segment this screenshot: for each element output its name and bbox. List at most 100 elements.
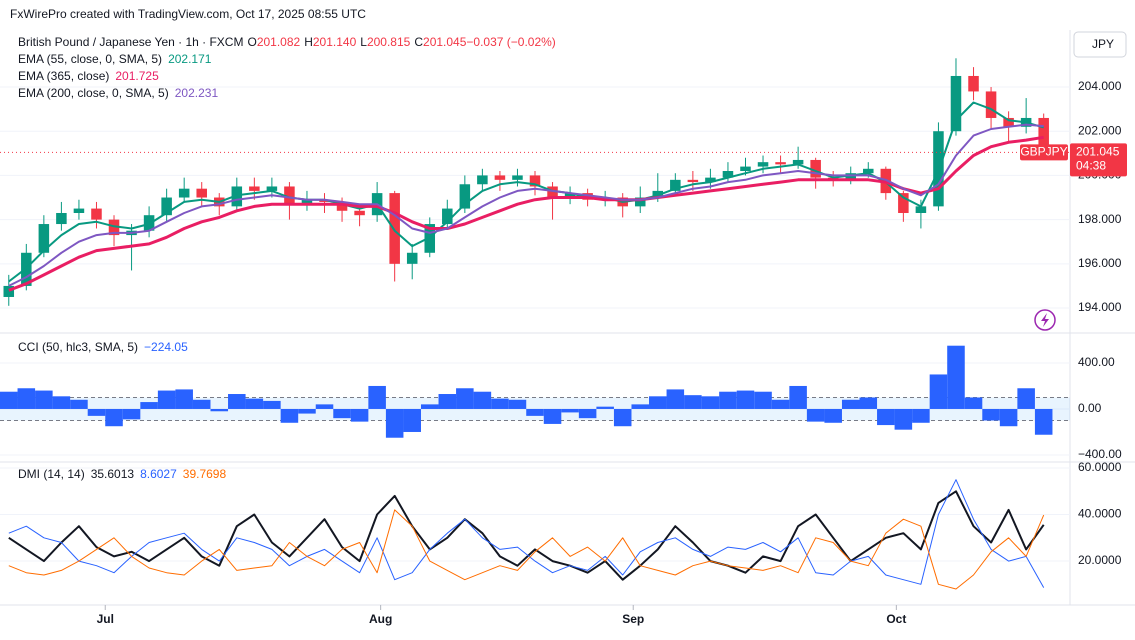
y-tick-label: 20.0000	[1078, 553, 1122, 567]
legend-text: 201.082	[257, 35, 301, 49]
cci-bar	[157, 390, 176, 409]
legend-value: 202.171	[168, 52, 212, 66]
candle-body	[547, 186, 558, 198]
legend-text: H	[304, 35, 313, 49]
cci-bar	[228, 394, 246, 409]
candle-body	[494, 175, 506, 180]
candle-body	[178, 188, 190, 198]
candle-body	[670, 179, 681, 191]
cci-bar	[596, 406, 614, 409]
cci-bar	[280, 408, 299, 423]
line-series	[8, 509, 1045, 590]
cci-bar	[122, 408, 141, 420]
cci-bar	[719, 391, 737, 409]
series-legend: EMA (365, close) 201.725	[18, 69, 159, 83]
price-tag	[1070, 143, 1127, 177]
candle-body	[740, 166, 751, 172]
cci-bar	[263, 400, 281, 409]
currency-button[interactable]	[1073, 31, 1127, 58]
cci-bar	[350, 408, 369, 422]
legend-text: 201.140	[313, 35, 357, 49]
legend-text: EMA (55, close, 0, SMA, 5)	[18, 52, 162, 66]
legend-text: DMI (14, 14)	[18, 467, 85, 481]
cci-bar	[140, 402, 158, 409]
candle-body	[284, 186, 295, 205]
series-legend: EMA (200, close, 0, SMA, 5) 202.231	[18, 86, 218, 100]
cci-bar	[543, 408, 562, 424]
y-tick-label: 0.00	[1078, 401, 1102, 415]
candle-body	[722, 171, 734, 178]
cci-bar	[403, 408, 421, 432]
y-tick-label: 60.0000	[1078, 460, 1122, 474]
legend: British Pound / Japanese Yen · 1h · FXCM…	[18, 35, 556, 481]
cci-bar	[298, 408, 316, 414]
legend-text: −0.037 (−0.02%)	[466, 35, 555, 49]
candle-body	[687, 179, 699, 183]
candle-body	[73, 208, 85, 213]
legend-text: British Pound / Japanese Yen · 1h · FXCM	[18, 35, 243, 49]
legend-text: 35.6013	[91, 467, 135, 481]
cci-bar	[368, 385, 386, 409]
countdown-label: 04:38	[1076, 158, 1106, 172]
x-tick-label: Sep	[622, 612, 644, 626]
legend-text: 201.045	[423, 35, 467, 49]
candle-body	[792, 159, 804, 165]
cci-bar	[824, 408, 842, 423]
cci-bar	[17, 388, 36, 409]
legend-value: 201.725	[115, 69, 159, 83]
candle-body	[249, 186, 260, 191]
currency[interactable]: JPY	[1092, 37, 1114, 51]
candle-body	[915, 206, 927, 213]
cci-bar	[999, 408, 1018, 427]
cci-bar	[912, 408, 930, 423]
x-tick-label: Aug	[369, 612, 392, 626]
candle-body	[3, 285, 15, 297]
cci-bar	[613, 408, 632, 427]
cci-bar	[1017, 388, 1035, 409]
candle-body	[757, 162, 769, 167]
cci-bar	[508, 399, 527, 409]
candle-body	[1038, 117, 1049, 153]
y-tick-label: 202.000	[1078, 123, 1122, 137]
legend-text: O	[247, 35, 256, 49]
candle-body	[898, 193, 909, 213]
cci-bar	[473, 391, 492, 409]
line-series	[8, 123, 1044, 287]
cci-bar	[789, 385, 807, 409]
candle-body	[810, 159, 821, 178]
cci-bar	[105, 408, 123, 427]
cci-bar	[315, 404, 334, 409]
cci-bar	[70, 399, 88, 409]
cci-bar	[1034, 408, 1053, 435]
cci-bar	[877, 408, 895, 426]
cci-bar	[35, 390, 53, 409]
cci-bar	[385, 408, 404, 438]
candle-body	[266, 186, 278, 191]
cci-bar	[771, 399, 790, 409]
cci-bar	[806, 408, 825, 422]
symbol-label: GBPJPY	[1020, 144, 1067, 158]
candle-body	[389, 193, 400, 264]
pane-legend: DMI (14, 14) 35.6013 8.6027 39.7698	[18, 467, 226, 481]
candle-body	[950, 75, 962, 132]
candle-body	[336, 201, 348, 211]
cci-bar	[666, 389, 685, 409]
cci-bar	[982, 408, 1000, 421]
legend-text: 200.815	[367, 35, 411, 49]
candle-body	[477, 175, 488, 185]
legend-text: C	[414, 35, 423, 49]
cci-bar	[964, 397, 983, 409]
cci-bar	[52, 396, 71, 409]
candle-body	[705, 177, 716, 183]
series-legend: EMA (55, close, 0, SMA, 5) 202.171	[18, 52, 212, 66]
candle-body	[1003, 117, 1014, 127]
candle-body	[529, 175, 541, 187]
candle-body	[108, 219, 120, 236]
price-label: 201.045	[1076, 144, 1120, 158]
legend-value: 202.231	[175, 86, 219, 100]
line-series	[8, 101, 1044, 283]
y-tick-label: 204.000	[1078, 79, 1122, 93]
pane-legend: British Pound / Japanese Yen · 1h · FXCM…	[18, 35, 556, 49]
